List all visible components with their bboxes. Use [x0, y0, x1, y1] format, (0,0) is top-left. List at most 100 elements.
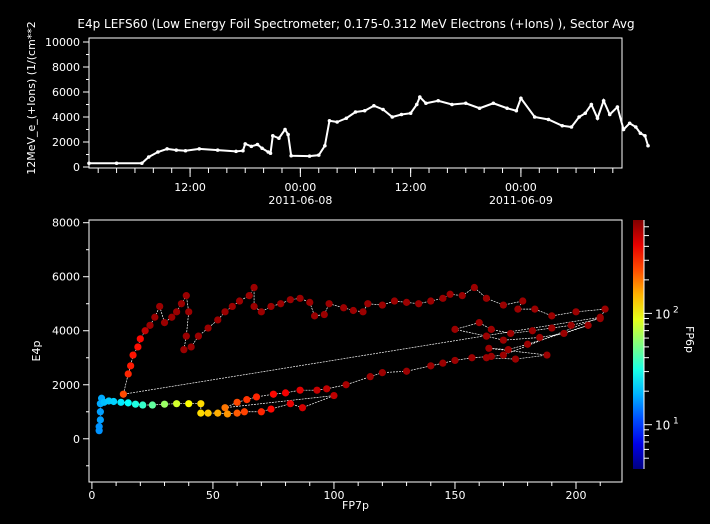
data-point — [197, 409, 205, 417]
data-point — [177, 300, 186, 308]
data-point — [174, 148, 179, 152]
data-point — [136, 335, 144, 343]
x-tick-label: 12:00 — [395, 181, 427, 194]
data-point — [233, 398, 241, 406]
data-point — [451, 356, 459, 365]
data-point — [124, 399, 132, 407]
x-tick-date-label: 2011-06-09 — [489, 194, 553, 207]
data-point — [87, 161, 91, 166]
data-point — [243, 396, 251, 404]
data-point — [646, 143, 650, 148]
y-axis-label: 12MeV_e_(+Ions) (1/(cm**2 — [25, 21, 38, 175]
data-point — [296, 386, 304, 394]
data-point — [323, 143, 327, 148]
x-tick-label: 150 — [444, 489, 465, 502]
data-point — [532, 115, 537, 119]
data-point — [187, 343, 195, 351]
x-tick-label: 12:00 — [174, 181, 206, 194]
data-point — [548, 324, 556, 332]
data-point — [269, 390, 278, 398]
data-point — [139, 401, 147, 409]
data-point — [160, 400, 169, 408]
data-point — [235, 297, 244, 305]
data-point — [427, 297, 435, 305]
data-point — [427, 362, 435, 370]
data-point — [633, 125, 638, 129]
data-point — [249, 144, 254, 149]
data-point — [173, 308, 181, 316]
data-point — [560, 123, 565, 128]
data-point — [572, 308, 580, 316]
colorbar-fill — [633, 220, 644, 469]
data-point — [182, 332, 190, 340]
data-point — [450, 102, 454, 107]
data-point — [283, 127, 287, 132]
top-chart-title: E4p LEFS60 (Low Energy Foil Spectrometer… — [77, 17, 634, 31]
data-point — [485, 344, 493, 352]
data-point — [638, 131, 643, 136]
data-point — [436, 98, 441, 103]
data-point — [286, 132, 290, 137]
y-tick-label: 0 — [73, 161, 80, 174]
data-point — [399, 112, 404, 117]
data-point — [596, 314, 604, 323]
data-point — [607, 112, 612, 117]
x-tick-label: 00:00 — [285, 181, 317, 194]
scatter-frame — [88, 219, 623, 483]
colorbar-tick-exponent: 2 — [673, 305, 679, 315]
data-point — [366, 373, 374, 381]
y-tick-label: 6000 — [52, 271, 80, 284]
data-point — [185, 308, 193, 316]
data-point — [528, 327, 537, 335]
data-point — [185, 400, 193, 408]
data-point — [270, 133, 275, 138]
data-point — [160, 319, 169, 327]
data-point — [277, 300, 285, 308]
x-axis-label: FP7p — [342, 499, 369, 512]
data-point — [531, 305, 539, 313]
data-point — [296, 294, 304, 302]
data-point — [499, 336, 507, 344]
data-point — [221, 308, 229, 316]
data-point — [151, 313, 159, 321]
data-point — [117, 398, 125, 406]
data-point — [323, 385, 331, 393]
data-point — [124, 370, 132, 378]
data-point — [463, 101, 468, 106]
data-point — [228, 302, 236, 311]
data-point — [277, 136, 281, 141]
data-point — [569, 125, 574, 129]
y-tick-label: 8000 — [52, 217, 80, 230]
data-point — [482, 294, 491, 302]
data-point — [546, 117, 551, 122]
x-tick-label: 200 — [566, 489, 587, 502]
data-point — [306, 298, 314, 306]
data-point — [584, 321, 592, 329]
data-point — [424, 101, 428, 106]
data-point — [601, 305, 609, 313]
data-point — [197, 400, 205, 408]
data-point — [372, 103, 376, 108]
data-point — [340, 304, 348, 312]
data-point — [475, 319, 483, 327]
data-point — [96, 416, 104, 424]
data-point — [446, 290, 454, 298]
data-point — [146, 155, 151, 159]
data-point — [505, 106, 509, 111]
data-point — [514, 305, 522, 313]
data-point — [165, 147, 169, 151]
data-point — [583, 111, 588, 116]
data-point — [131, 400, 140, 408]
data-point — [313, 386, 321, 394]
data-point — [589, 102, 594, 107]
data-point — [204, 324, 212, 332]
data-point — [257, 308, 265, 316]
data-point — [267, 405, 275, 413]
data-point — [543, 351, 551, 359]
y-tick-label: 4000 — [52, 111, 80, 124]
data-point — [168, 313, 176, 321]
data-point — [499, 351, 507, 359]
data-point — [148, 401, 157, 409]
colorbar-tick-label: 10 — [655, 419, 670, 433]
data-point — [250, 283, 258, 292]
